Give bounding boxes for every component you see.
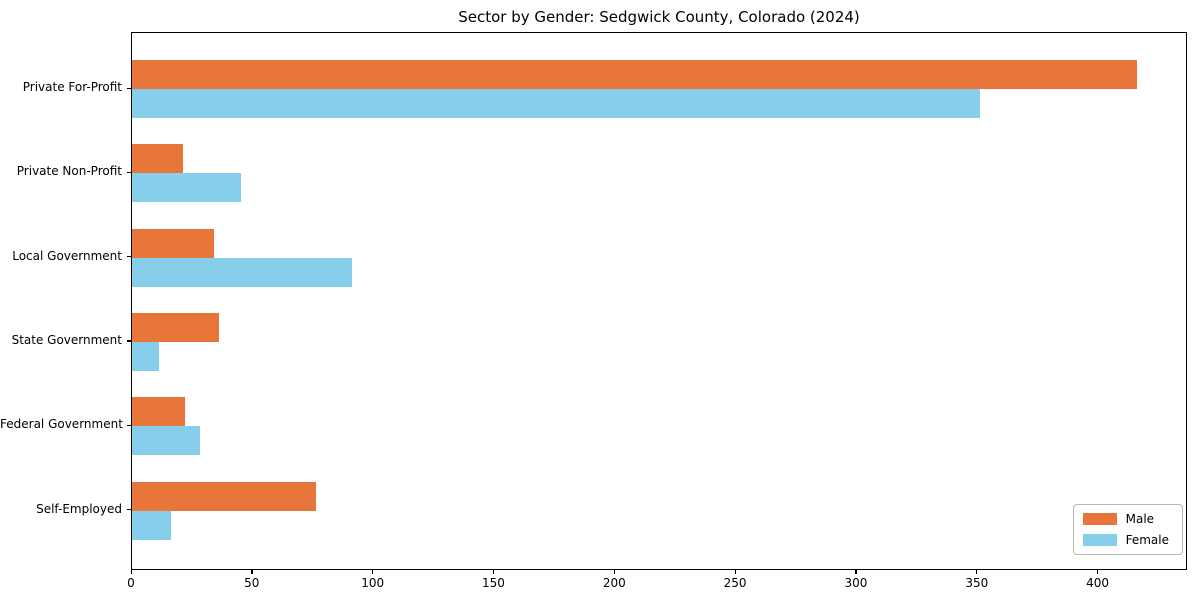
y-tick-mark bbox=[127, 424, 131, 426]
y-tick-mark bbox=[127, 509, 131, 511]
x-tick-label-100: 100 bbox=[361, 576, 385, 590]
bar-female-self-employed bbox=[132, 510, 171, 540]
plot-area: Male Female bbox=[131, 32, 1187, 570]
x-tick-label-300: 300 bbox=[844, 576, 868, 590]
bar-female-federal-government bbox=[132, 426, 200, 456]
bar-female-private-non-profit bbox=[132, 173, 241, 203]
x-tick-label-50: 50 bbox=[244, 576, 260, 590]
chart-title: Sector by Gender: Sedgwick County, Color… bbox=[458, 8, 860, 26]
x-tick-label-200: 200 bbox=[602, 576, 626, 590]
bar-male-local-government bbox=[132, 228, 215, 258]
x-tick-label-250: 250 bbox=[723, 576, 747, 590]
y-tick-label-state-government: State Government bbox=[11, 332, 122, 347]
x-tick-mark bbox=[613, 570, 615, 574]
bar-female-private-for-profit bbox=[132, 89, 981, 118]
y-tick-label-local-government: Local Government bbox=[12, 248, 122, 263]
legend-entry-male: Male bbox=[1082, 512, 1173, 526]
bar-female-state-government bbox=[132, 341, 159, 371]
bar-male-state-government bbox=[132, 312, 219, 342]
x-tick-mark bbox=[1097, 570, 1099, 574]
bar-male-federal-government bbox=[132, 397, 186, 427]
bar-male-private-for-profit bbox=[132, 60, 1138, 89]
legend-swatch-female bbox=[1082, 534, 1117, 546]
y-tick-mark bbox=[127, 340, 131, 342]
y-tick-label-federal-government: Federal Government bbox=[0, 417, 123, 432]
x-tick-label-0: 0 bbox=[127, 576, 135, 590]
x-tick-label-350: 350 bbox=[965, 576, 989, 590]
legend: Male Female bbox=[1072, 504, 1183, 555]
y-tick-label-self-employed: Self-Employed bbox=[36, 501, 122, 516]
x-tick-mark bbox=[130, 570, 132, 574]
y-tick-label-private-for-profit: Private For-Profit bbox=[22, 80, 122, 94]
legend-label-female: Female bbox=[1125, 533, 1169, 547]
x-tick-mark bbox=[251, 570, 253, 574]
bar-male-private-non-profit bbox=[132, 144, 183, 174]
x-tick-mark bbox=[976, 570, 978, 574]
y-tick-mark bbox=[127, 171, 131, 174]
x-tick-mark bbox=[855, 570, 857, 574]
bar-female-local-government bbox=[132, 257, 352, 287]
legend-label-male: Male bbox=[1125, 512, 1155, 526]
y-tick-mark bbox=[127, 87, 131, 89]
legend-swatch-male bbox=[1082, 513, 1117, 525]
y-tick-mark bbox=[127, 256, 131, 258]
x-tick-mark bbox=[372, 570, 374, 574]
x-tick-label-150: 150 bbox=[482, 576, 505, 590]
legend-entry-female: Female bbox=[1082, 533, 1173, 547]
x-tick-mark bbox=[734, 570, 736, 574]
x-tick-mark bbox=[492, 570, 495, 574]
y-tick-label-private-non-profit: Private Non-Profit bbox=[16, 164, 122, 179]
bar-male-self-employed bbox=[132, 481, 316, 511]
x-tick-label-400: 400 bbox=[1086, 576, 1110, 590]
